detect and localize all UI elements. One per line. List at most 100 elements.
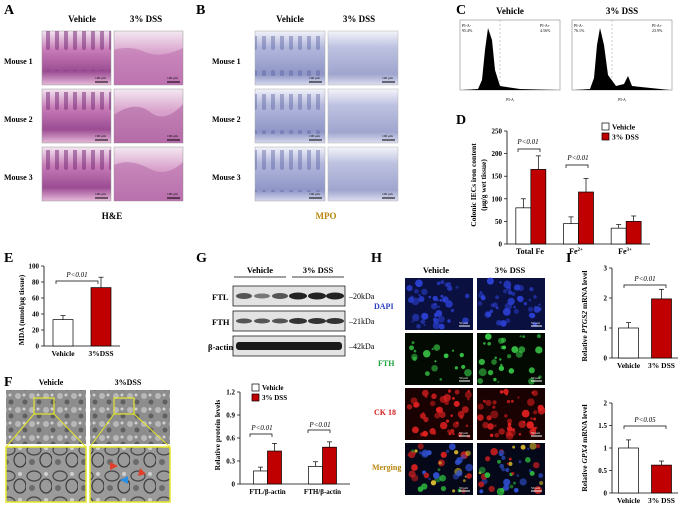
bar bbox=[651, 298, 672, 359]
mpo-image-dss-2 bbox=[327, 88, 399, 144]
scale-text: 100 μm bbox=[167, 134, 178, 138]
panel-a-row-3: Mouse 3 bbox=[4, 173, 33, 182]
panel-b-row-1: Mouse 1 bbox=[212, 57, 241, 66]
mpo-image-dss-1 bbox=[327, 30, 399, 86]
flow-histogram-dss: PI-A- 76.1% PI-A+ 23.9% PI-A bbox=[571, 19, 673, 102]
bar bbox=[610, 227, 627, 245]
y-tick-label: 1 bbox=[604, 445, 608, 453]
gate-right-label: PI-A+ bbox=[652, 23, 663, 28]
panel-b-row-3: Mouse 3 bbox=[212, 173, 241, 182]
panel-i-ylabel-bottom: Relative GPX4 mRNA level bbox=[580, 404, 589, 491]
scale-text: 100 μm bbox=[95, 76, 106, 80]
x-tick-label: 3% DSS bbox=[648, 496, 675, 505]
y-tick-label: 0 bbox=[604, 355, 608, 363]
if-scale-text: 50 μm bbox=[459, 486, 468, 490]
x-tick-label: Vehicle bbox=[51, 349, 75, 358]
y-tick-label: 0.5 bbox=[598, 467, 607, 475]
x-tick-label: 3%DSS bbox=[88, 349, 113, 358]
blot-ftl bbox=[232, 285, 346, 307]
panel-d-sig-2: P<0.01 bbox=[566, 154, 588, 162]
panel-c-letter: C bbox=[456, 3, 466, 18]
zoom-box bbox=[33, 397, 55, 415]
panel-f-col-vehicle: Vehicle bbox=[39, 378, 64, 387]
flow-x-axis: PI-A bbox=[618, 97, 626, 102]
if-row-label-ck18: CK 18 bbox=[374, 408, 396, 417]
he-image-vehicle-3 bbox=[41, 146, 112, 202]
bar bbox=[515, 207, 532, 245]
x-tick-label: FTH/β-actin bbox=[304, 488, 341, 496]
he-image-dss-1 bbox=[113, 30, 184, 86]
y-tick-label: 150 bbox=[492, 173, 503, 181]
mpo-image-vehicle-2 bbox=[254, 88, 326, 144]
y-tick-label: 50 bbox=[495, 218, 503, 226]
panel-b-stain: MPO bbox=[316, 211, 337, 221]
if-scale-text: 50 μm bbox=[531, 431, 540, 435]
panel-h-col-vehicle: Vehicle bbox=[423, 265, 449, 275]
panel-i: I Relative PTGS2 mRNA level Relative GPX… bbox=[566, 251, 678, 505]
blot-label-fth: FTH bbox=[212, 317, 230, 327]
gate-right-value: 4.56% bbox=[540, 28, 551, 33]
panel-d-legend: Vehicle 3% DSS bbox=[601, 123, 639, 142]
scale-text: 100 μm bbox=[95, 134, 106, 138]
panel-f-letter: F bbox=[4, 375, 13, 390]
gate-right-value: 23.9% bbox=[652, 28, 663, 33]
bar bbox=[578, 191, 594, 245]
panel-g-sig-1: P<0.01 bbox=[250, 424, 272, 432]
scale-text: 100 μm bbox=[95, 192, 106, 196]
y-tick-label: 100 bbox=[29, 263, 40, 271]
x-tick-label: Vehicle bbox=[617, 496, 641, 505]
y-tick-label: 40 bbox=[32, 311, 40, 319]
scale-text: 100 μm bbox=[309, 76, 320, 80]
panel-g-col-vehicle: Vehicle bbox=[247, 265, 273, 275]
em-image-vehicle bbox=[6, 390, 86, 444]
mpo-image-vehicle-3 bbox=[254, 146, 326, 202]
scale-text: 100 μm bbox=[167, 76, 178, 80]
gate-left-label: PI-A- bbox=[462, 23, 472, 28]
panel-f-col-dss: 3%DSS bbox=[115, 378, 142, 387]
panel-e-ylabel: MDA (nmol/μg tissue) bbox=[17, 274, 26, 345]
gate-left-label: PI-A- bbox=[574, 23, 584, 28]
x-tick-label: Vehicle bbox=[617, 361, 641, 370]
bar bbox=[308, 466, 323, 485]
if-scale-text: 50 μm bbox=[531, 376, 540, 380]
x-tick-label: 3% DSS bbox=[648, 361, 675, 370]
bar bbox=[618, 327, 639, 359]
he-image-dss-3 bbox=[113, 146, 184, 202]
blot-actin bbox=[232, 335, 346, 357]
panel-b-col-dss: 3% DSS bbox=[343, 14, 375, 24]
y-tick-label: 20 bbox=[32, 327, 40, 335]
if-scale-text: 50 μm bbox=[531, 486, 540, 490]
y-tick-label: 1.5 bbox=[598, 422, 607, 430]
sig-bracket bbox=[249, 433, 273, 437]
panel-i-sig-bottom: P<0.05 bbox=[633, 416, 656, 424]
he-image-dss-2 bbox=[113, 88, 184, 144]
if-row-label-merging: Merging bbox=[372, 463, 401, 472]
em-zoom-dss bbox=[89, 446, 171, 503]
panel-d-sig-1: P<0.01 bbox=[516, 138, 538, 146]
he-image-vehicle-1 bbox=[41, 30, 112, 86]
panel-b-letter: B bbox=[196, 3, 205, 18]
cat-total-fe: Total Fe bbox=[516, 247, 544, 256]
legend-dss: 3% DSS bbox=[612, 133, 639, 142]
bar bbox=[253, 470, 268, 485]
em-zoom-vehicle bbox=[5, 446, 87, 503]
sig-bracket bbox=[623, 284, 667, 288]
bar bbox=[52, 319, 74, 347]
panel-i-sig-top: P<0.01 bbox=[633, 275, 655, 283]
panel-g-sig-2: P<0.01 bbox=[308, 421, 330, 429]
scale-text: 100 μm bbox=[382, 192, 393, 196]
panel-a-stain: H&E bbox=[102, 211, 123, 221]
scale-text: 100 μm bbox=[382, 76, 393, 80]
flow-histogram-vehicle: PI-A- 95.4% PI-A+ 4.56% PI-A bbox=[459, 19, 561, 102]
legend-vehicle: Vehicle bbox=[262, 384, 284, 392]
sig-bracket bbox=[623, 425, 667, 429]
sig-bracket bbox=[517, 148, 541, 152]
panel-e-sig: P<0.01 bbox=[65, 271, 87, 279]
panel-a-col-dss: 3% DSS bbox=[130, 14, 162, 24]
panel-e: E MDA (nmol/μg tissue) P<0.01 0 20 40 60 80 1… bbox=[4, 251, 120, 358]
panel-d-ylabel-2: (μg/g wet tissue) bbox=[479, 159, 488, 211]
sig-bracket bbox=[307, 429, 331, 433]
panel-a-row-2: Mouse 2 bbox=[4, 115, 33, 124]
blot-label-ftl: FTL bbox=[212, 292, 229, 302]
